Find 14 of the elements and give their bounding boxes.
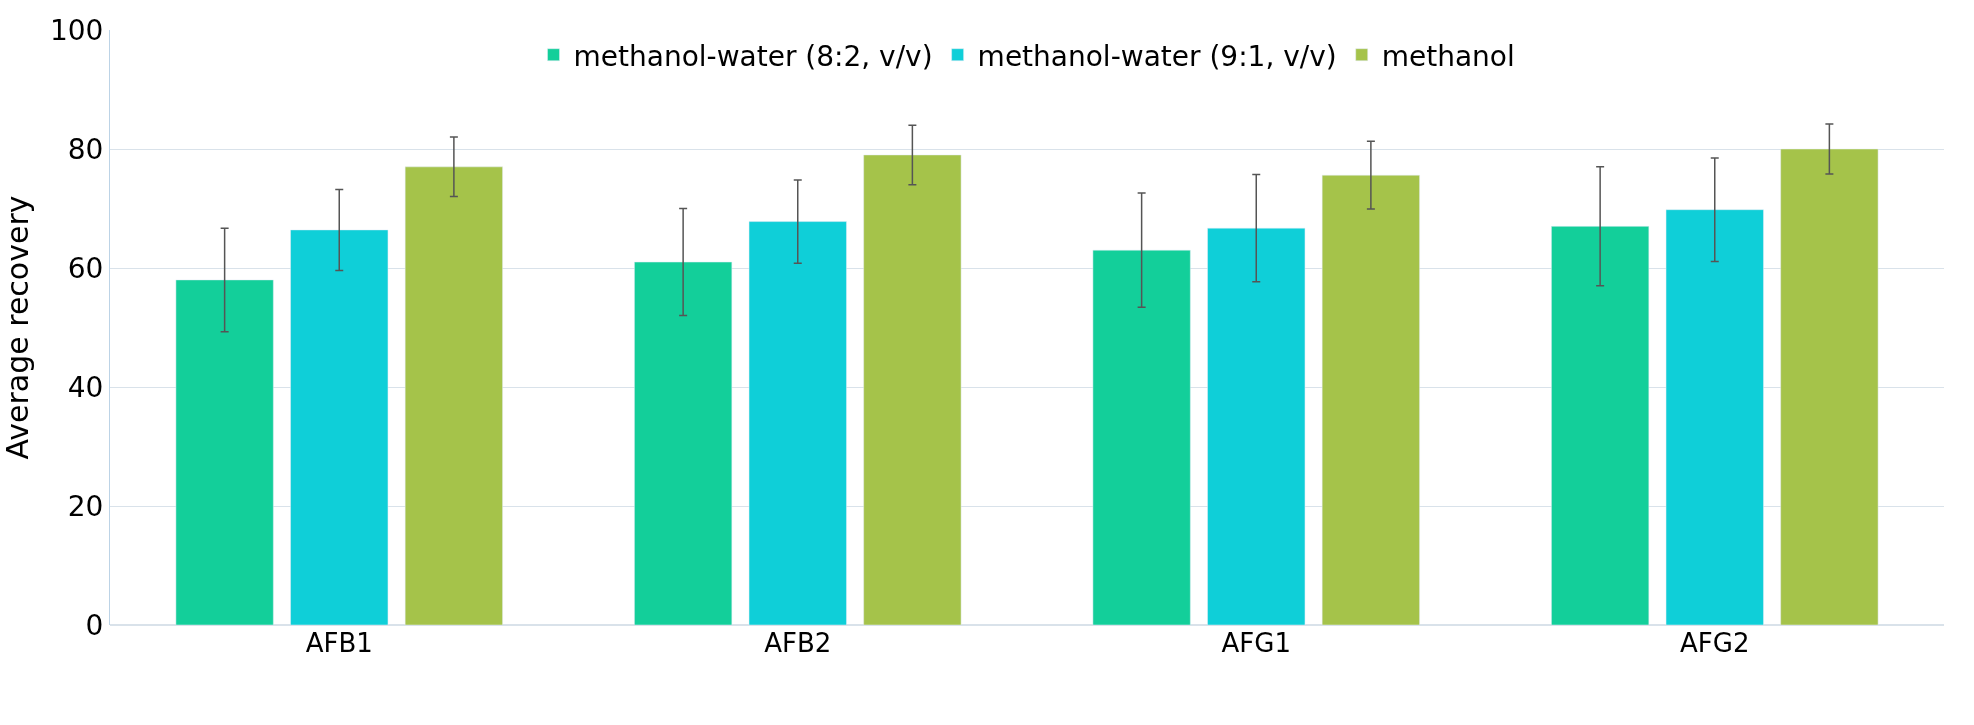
x-tick-label: AFB1 (305, 628, 373, 658)
y-tick-label: 0 (85, 608, 104, 642)
x-tick-label: AFG2 (1680, 628, 1750, 658)
x-tick-label: AFB2 (764, 628, 832, 658)
legend-label: methanol-water (9:1, v/v) (977, 39, 1337, 73)
y-tick-label: 80 (67, 132, 104, 166)
y-tick-label: 100 (49, 13, 104, 47)
y-axis-title: Average recovery (0, 195, 35, 460)
y-tick-label: 20 (67, 489, 104, 523)
legend-label: methanol-water (8:2, v/v) (573, 39, 933, 73)
x-tick-label: AFG1 (1221, 628, 1291, 658)
legend-label: methanol (1381, 39, 1515, 73)
y-tick-label: 40 (67, 370, 104, 404)
y-tick-label: 60 (67, 251, 104, 285)
